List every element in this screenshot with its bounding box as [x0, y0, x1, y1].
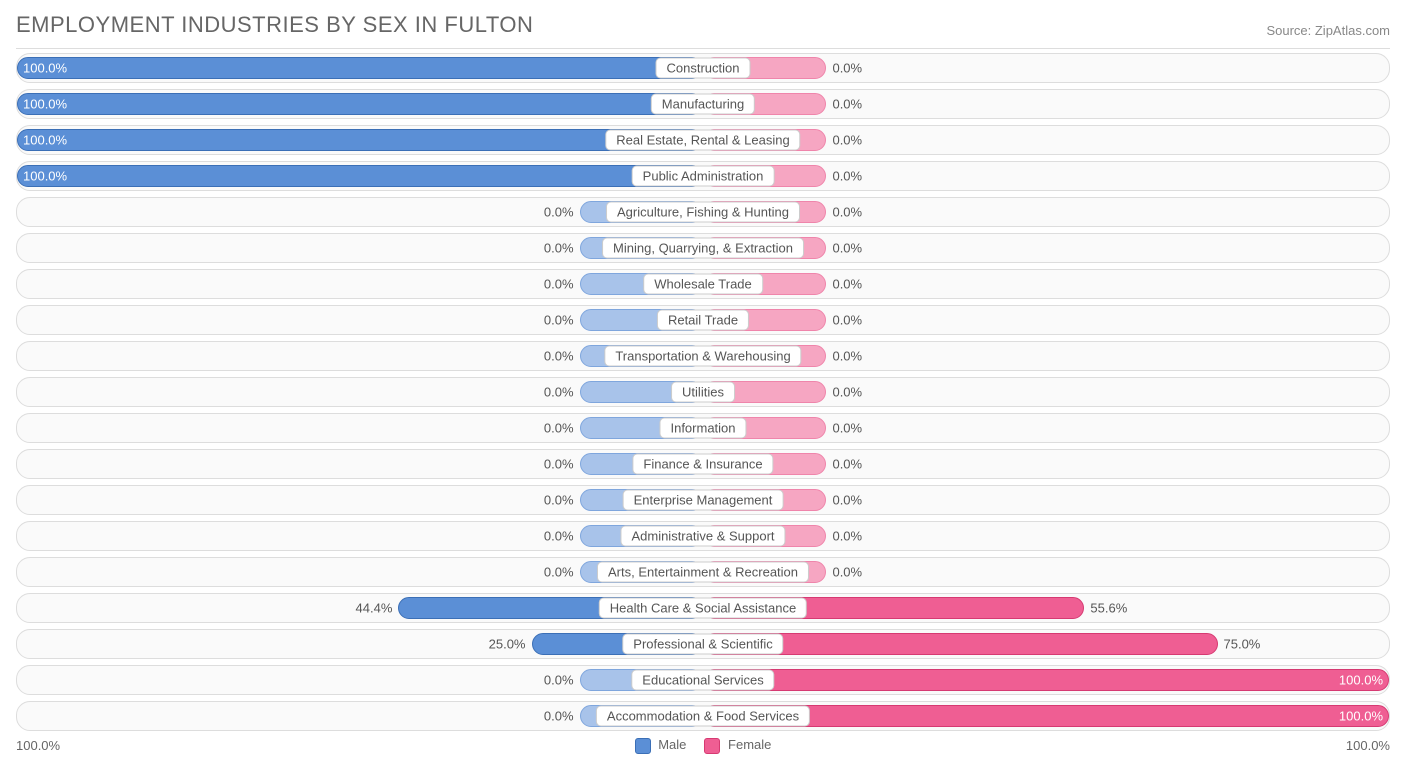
- female-value: 0.0%: [832, 241, 862, 256]
- category-label: Utilities: [671, 382, 735, 403]
- female-bar: [703, 669, 1389, 691]
- chart-row: 25.0% 75.0% Professional & Scientific: [16, 629, 1390, 659]
- category-label: Construction: [656, 58, 751, 79]
- chart-row: 0.0% 0.0% Mining, Quarrying, & Extraction: [16, 233, 1390, 263]
- female-value: 0.0%: [832, 421, 862, 436]
- male-value: 0.0%: [544, 493, 574, 508]
- female-value: 0.0%: [832, 385, 862, 400]
- axis-left-label: 100.0%: [16, 738, 60, 753]
- category-label: Manufacturing: [651, 94, 755, 115]
- category-label: Educational Services: [631, 670, 774, 691]
- female-swatch-icon: [704, 738, 720, 754]
- chart-header: EMPLOYMENT INDUSTRIES BY SEX IN FULTON S…: [16, 12, 1390, 38]
- male-value: 0.0%: [544, 277, 574, 292]
- legend-female-label: Female: [728, 737, 771, 752]
- chart-row: 0.0% 100.0% Educational Services: [16, 665, 1390, 695]
- male-value: 25.0%: [489, 637, 526, 652]
- chart-row: 44.4% 55.6% Health Care & Social Assistanc…: [16, 593, 1390, 623]
- category-label: Retail Trade: [657, 310, 749, 331]
- diverging-bar-chart: 100.0% 0.0% Construction 100.0% 0.0% Manufact…: [16, 48, 1390, 731]
- category-label: Arts, Entertainment & Recreation: [597, 562, 809, 583]
- female-value: 0.0%: [832, 457, 862, 472]
- male-bar: [17, 129, 703, 151]
- female-value: 0.0%: [832, 313, 862, 328]
- female-value: 100.0%: [1339, 709, 1383, 724]
- male-value: 0.0%: [544, 709, 574, 724]
- male-value: 0.0%: [544, 313, 574, 328]
- male-value: 44.4%: [356, 601, 393, 616]
- chart-row: 0.0% 0.0% Transportation & Warehousing: [16, 341, 1390, 371]
- male-value: 0.0%: [544, 349, 574, 364]
- female-value: 100.0%: [1339, 673, 1383, 688]
- category-label: Finance & Insurance: [632, 454, 773, 475]
- male-value: 100.0%: [23, 97, 67, 112]
- category-label: Public Administration: [632, 166, 775, 187]
- female-value: 0.0%: [832, 565, 862, 580]
- male-bar: [17, 93, 703, 115]
- category-label: Information: [659, 418, 746, 439]
- male-value: 100.0%: [23, 169, 67, 184]
- female-value: 55.6%: [1090, 601, 1127, 616]
- female-value: 0.0%: [832, 277, 862, 292]
- chart-row: 0.0% 0.0% Wholesale Trade: [16, 269, 1390, 299]
- chart-row: 0.0% 0.0% Utilities: [16, 377, 1390, 407]
- male-value: 100.0%: [23, 61, 67, 76]
- chart-axis: 100.0% Male Female 100.0%: [16, 737, 1390, 754]
- male-value: 0.0%: [544, 385, 574, 400]
- chart-row: 100.0% 0.0% Public Administration: [16, 161, 1390, 191]
- category-label: Agriculture, Fishing & Hunting: [606, 202, 800, 223]
- category-label: Administrative & Support: [620, 526, 785, 547]
- category-label: Enterprise Management: [623, 490, 784, 511]
- female-value: 0.0%: [832, 529, 862, 544]
- chart-row: 0.0% 0.0% Enterprise Management: [16, 485, 1390, 515]
- category-label: Mining, Quarrying, & Extraction: [602, 238, 804, 259]
- category-label: Wholesale Trade: [643, 274, 763, 295]
- male-value: 0.0%: [544, 565, 574, 580]
- female-value: 0.0%: [832, 205, 862, 220]
- chart-row: 100.0% 0.0% Construction: [16, 53, 1390, 83]
- chart-row: 100.0% 0.0% Real Estate, Rental & Leasing: [16, 125, 1390, 155]
- chart-row: 0.0% 0.0% Arts, Entertainment & Recreation: [16, 557, 1390, 587]
- category-label: Real Estate, Rental & Leasing: [605, 130, 800, 151]
- category-label: Health Care & Social Assistance: [599, 598, 807, 619]
- female-value: 0.0%: [832, 97, 862, 112]
- female-value: 0.0%: [832, 61, 862, 76]
- chart-legend: Male Female: [635, 737, 772, 754]
- category-label: Transportation & Warehousing: [604, 346, 801, 367]
- category-label: Accommodation & Food Services: [596, 706, 810, 727]
- male-value: 0.0%: [544, 241, 574, 256]
- chart-row: 0.0% 0.0% Retail Trade: [16, 305, 1390, 335]
- chart-title: EMPLOYMENT INDUSTRIES BY SEX IN FULTON: [16, 12, 533, 38]
- legend-male: Male: [635, 737, 687, 754]
- chart-row: 0.0% 100.0% Accommodation & Food Services: [16, 701, 1390, 731]
- male-value: 0.0%: [544, 673, 574, 688]
- chart-row: 100.0% 0.0% Manufacturing: [16, 89, 1390, 119]
- male-bar: [17, 165, 703, 187]
- chart-row: 0.0% 0.0% Administrative & Support: [16, 521, 1390, 551]
- male-value: 0.0%: [544, 529, 574, 544]
- male-value: 0.0%: [544, 457, 574, 472]
- chart-row: 0.0% 0.0% Agriculture, Fishing & Hunting: [16, 197, 1390, 227]
- male-bar: [17, 57, 703, 79]
- female-value: 0.0%: [832, 133, 862, 148]
- chart-source: Source: ZipAtlas.com: [1266, 23, 1390, 38]
- female-value: 75.0%: [1224, 637, 1261, 652]
- female-value: 0.0%: [832, 169, 862, 184]
- legend-female: Female: [704, 737, 771, 754]
- female-value: 0.0%: [832, 493, 862, 508]
- male-value: 100.0%: [23, 133, 67, 148]
- category-label: Professional & Scientific: [622, 634, 783, 655]
- male-swatch-icon: [635, 738, 651, 754]
- female-value: 0.0%: [832, 349, 862, 364]
- legend-male-label: Male: [658, 737, 686, 752]
- chart-row: 0.0% 0.0% Finance & Insurance: [16, 449, 1390, 479]
- chart-row: 0.0% 0.0% Information: [16, 413, 1390, 443]
- male-value: 0.0%: [544, 205, 574, 220]
- axis-right-label: 100.0%: [1346, 738, 1390, 753]
- male-value: 0.0%: [544, 421, 574, 436]
